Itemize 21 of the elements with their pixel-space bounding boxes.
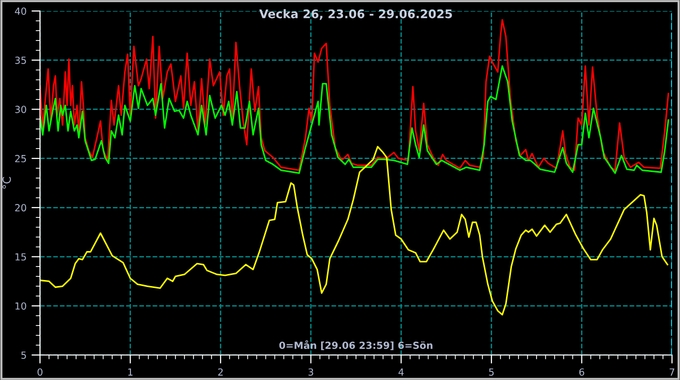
y-tick-label: 10	[16, 302, 26, 310]
y-axis-title: °C	[2, 176, 11, 189]
x-tick-label: 0	[38, 368, 42, 376]
x-tick-label: 3	[308, 368, 314, 376]
line-series	[40, 65, 670, 174]
x-tick-label: 7	[670, 368, 674, 376]
x-tick-label: 1	[128, 368, 132, 376]
y-tick-label: 15	[16, 253, 26, 261]
annotation: 0=Mån [29.06 23:59] 6=Sön	[279, 340, 432, 350]
y-tick-label: 30	[15, 106, 26, 114]
y-tick-label: 40	[14, 7, 26, 15]
line-series	[40, 19, 670, 171]
y-tick-label: 35	[15, 56, 26, 64]
x-tick-label: 4	[398, 368, 404, 376]
y-tick-label: 25	[15, 154, 26, 162]
line-series	[40, 146, 668, 316]
y-tick-label: 5	[21, 352, 26, 359]
x-tick-label: 6	[579, 368, 584, 376]
x-tick-label: 5	[489, 368, 494, 376]
x-tick-label: 2	[218, 368, 223, 376]
y-tick-label: 20	[15, 204, 26, 212]
